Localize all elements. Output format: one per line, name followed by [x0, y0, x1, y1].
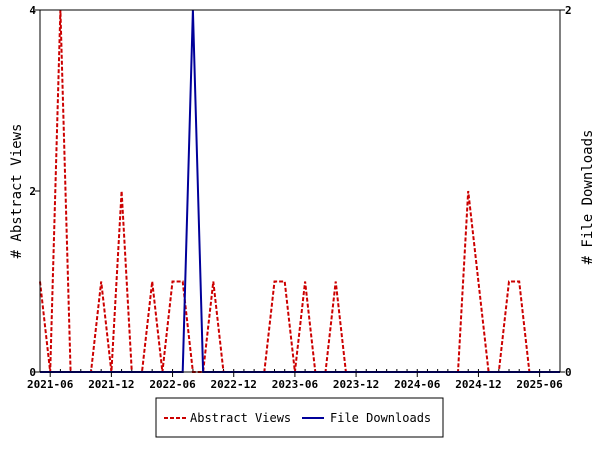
x-tick-label: 2022-12: [211, 378, 257, 391]
plot-background: [40, 10, 560, 372]
legend: Abstract Views File Downloads: [155, 397, 444, 438]
y-axis-right-title: # File Downloads: [580, 130, 596, 265]
y-right-tick-label: 0: [565, 366, 572, 379]
y-axis-right: 02: [560, 4, 572, 379]
x-tick-label: 2023-12: [333, 378, 379, 391]
x-tick-label: 2024-12: [455, 378, 501, 391]
x-tick-label: 2022-06: [149, 378, 196, 391]
legend-box: [155, 397, 444, 438]
x-tick-label: 2021-12: [88, 378, 134, 391]
x-tick-label: 2023-06: [272, 378, 319, 391]
x-tick-label: 2021-06: [27, 378, 74, 391]
x-tick-label: 2025-06: [516, 378, 563, 391]
legend-label-file-downloads: File Downloads: [330, 411, 431, 425]
series-line-abstract-views: [39, 9, 560, 373]
y-axis-left: 0 2 4: [29, 4, 40, 379]
x-tick-label: 2024-06: [394, 378, 441, 391]
legend-label-abstract-views: Abstract Views: [190, 411, 291, 425]
y-axis-left-title: # Abstract Views: [9, 124, 25, 259]
y-left-tick-label: 4: [29, 4, 36, 17]
y-left-tick-label: 0: [29, 366, 36, 379]
x-axis: 2021-06 2021-12 2022-06 2022-12 2023-06 2023-…: [27, 372, 563, 391]
y-left-tick-label: 2: [29, 185, 36, 198]
y-right-tick-label: 2: [565, 4, 572, 17]
